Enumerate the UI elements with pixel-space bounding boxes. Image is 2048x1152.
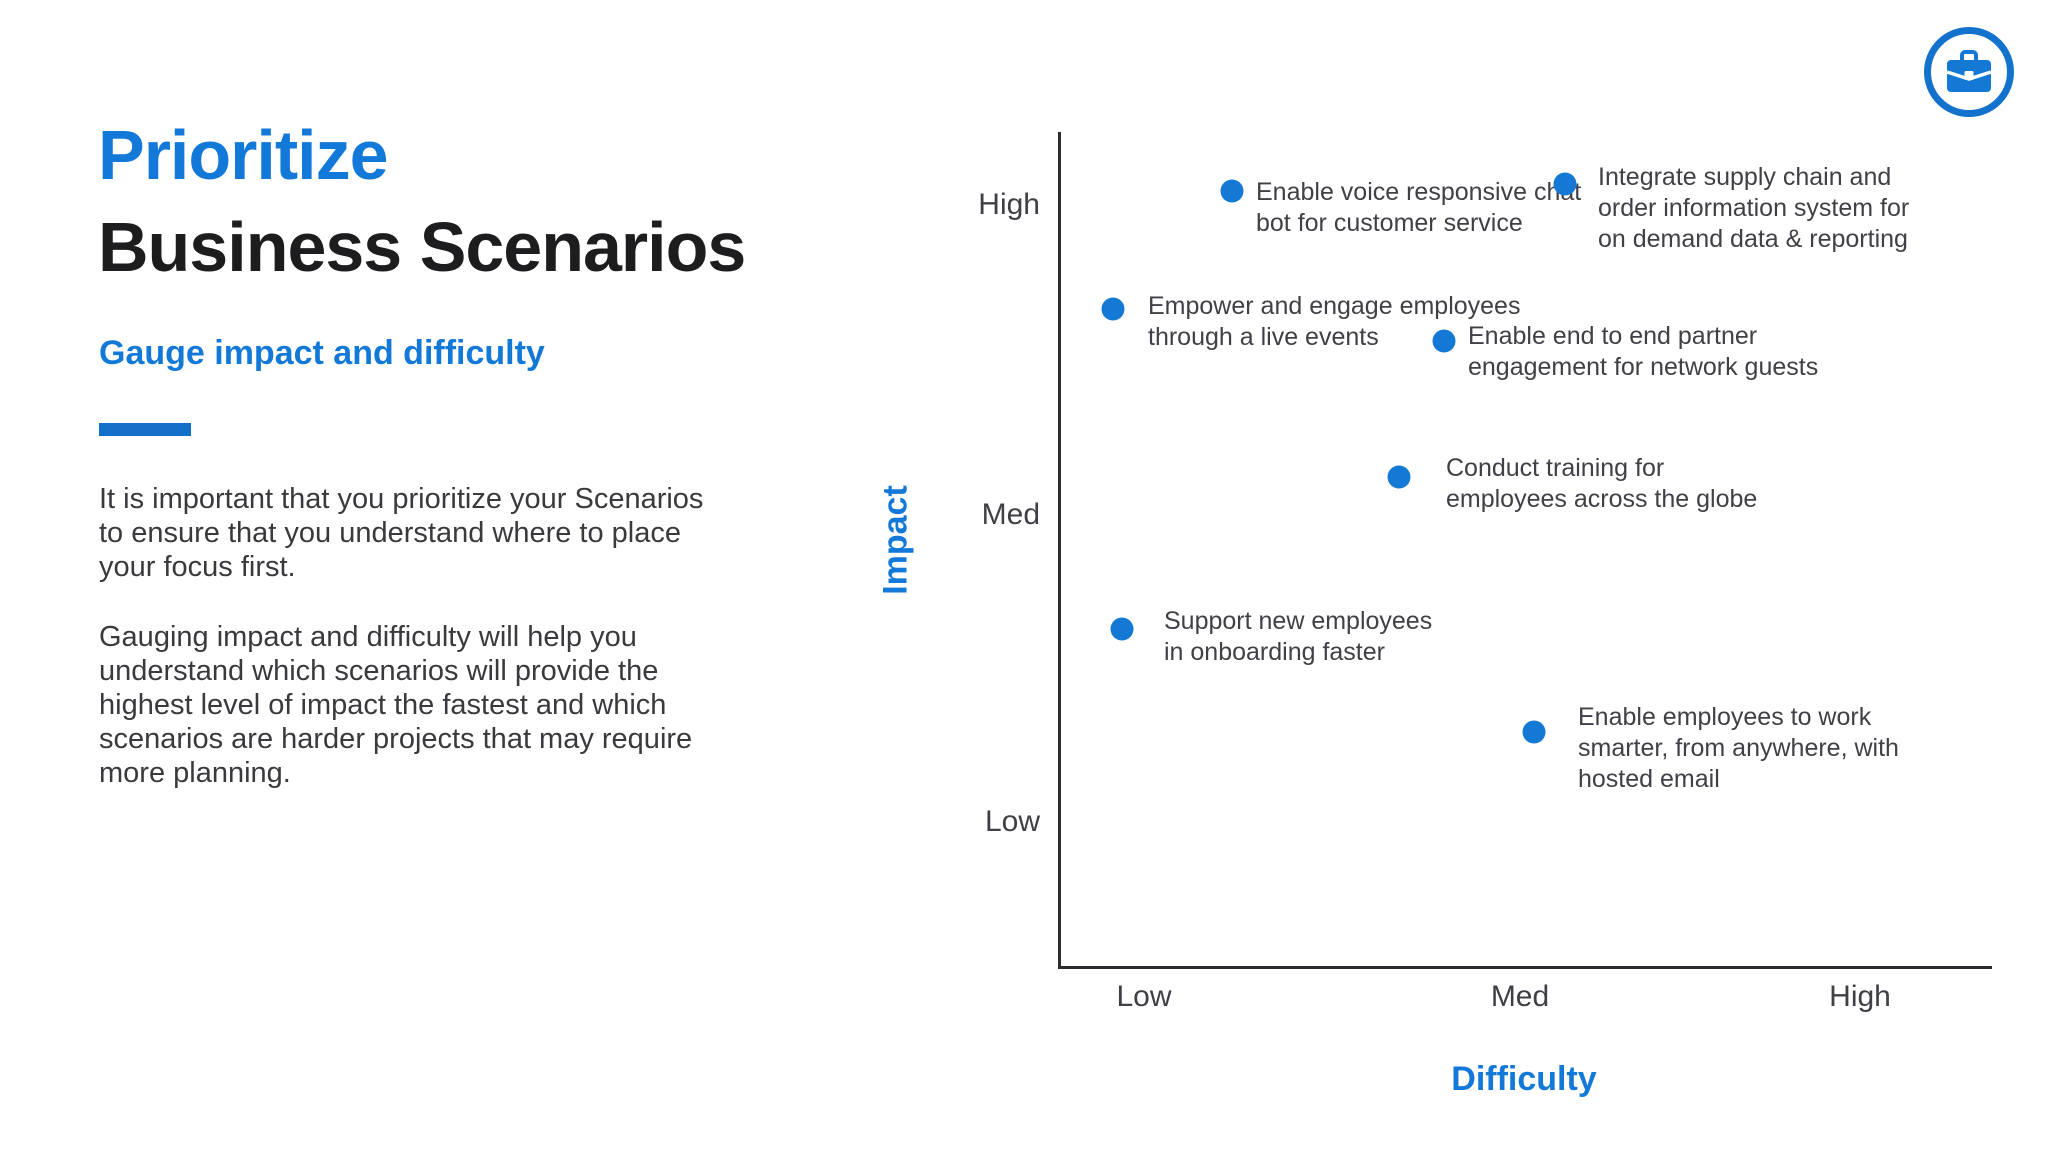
body-paragraph-1: It is important that you prioritize your… <box>99 483 704 583</box>
scatter-point <box>1387 465 1411 489</box>
briefcase-icon <box>1946 50 1992 92</box>
scatter-point <box>1220 179 1244 203</box>
x-axis-line <box>1058 966 1992 969</box>
scatter-point-label: Enable end to end partner engagement for… <box>1468 322 1819 381</box>
scatter-point-label: Enable voice responsive chat bot for cus… <box>1256 178 1581 237</box>
y-tick-label: Low <box>984 805 1040 838</box>
body-copy: It is important that you prioritize your… <box>99 482 707 826</box>
x-axis-title: Difficulty <box>1451 1060 1597 1098</box>
y-axis-line <box>1058 132 1061 968</box>
accent-dash <box>99 423 191 436</box>
body-paragraph-2: Gauging impact and difficulty will help … <box>99 621 693 789</box>
scatter-point-label: Conduct training for employees across th… <box>1446 454 1758 513</box>
scatter-point-label: Enable employees to work smarter, from a… <box>1578 703 1899 793</box>
page-title-accent: Prioritize <box>98 115 389 194</box>
y-tick-label: Med <box>981 498 1040 531</box>
scatter-point <box>1522 720 1546 744</box>
section-subtitle: Gauge impact and difficulty <box>99 334 545 372</box>
page-title: Prioritize Business Scenarios <box>98 109 746 293</box>
y-tick-label: High <box>978 188 1040 221</box>
scatter-point <box>1432 329 1456 353</box>
briefcase-badge <box>1924 27 2014 117</box>
x-tick-label: Low <box>1116 980 1172 1013</box>
scatter-point-label: Support new employees in onboarding fast… <box>1164 607 1433 666</box>
page-title-main: Business Scenarios <box>98 207 746 286</box>
scatter-point <box>1101 297 1125 321</box>
scatter-point-label: Empower and engage employees through a l… <box>1148 292 1521 351</box>
scatter-point-label: Integrate supply chain and order informa… <box>1598 163 1910 253</box>
x-tick-label: Med <box>1490 980 1550 1013</box>
scatter-point <box>1110 617 1134 641</box>
scatter-point <box>1553 172 1577 196</box>
x-tick-label: High <box>1829 980 1891 1013</box>
